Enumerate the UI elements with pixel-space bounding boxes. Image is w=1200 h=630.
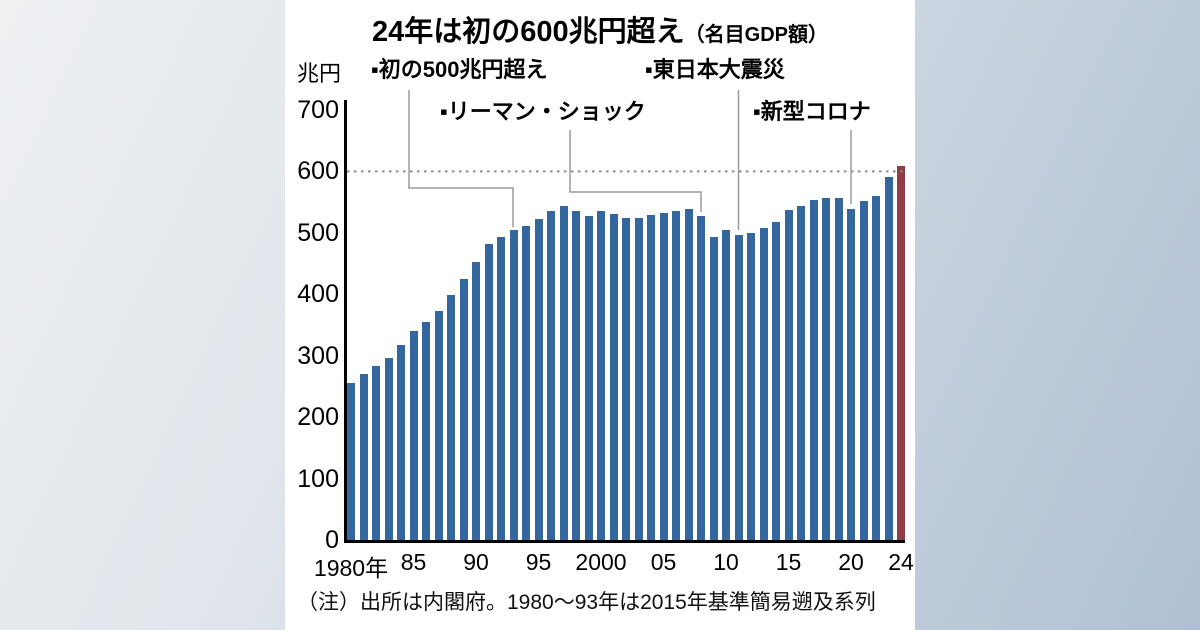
bar-2020 <box>847 209 855 540</box>
bar-2019 <box>834 198 843 540</box>
bar-1990 <box>472 262 480 540</box>
bar-2006 <box>672 211 680 540</box>
bar-2000 <box>597 211 605 540</box>
y-tick-300: 300 <box>297 341 339 370</box>
x-tick-05: 05 <box>650 549 677 575</box>
bar-2003 <box>634 218 643 540</box>
chart-title: 24年は初の600兆円超え（名目GDP額） <box>285 8 915 50</box>
x-tick-95: 95 <box>525 549 552 575</box>
y-tick-100: 100 <box>297 464 339 493</box>
x-tick-10: 10 <box>713 549 739 575</box>
x-axis-labels: 1980年 85 90 95 2000 05 10 15 20 24 <box>285 0 915 630</box>
bar-1994 <box>522 226 530 540</box>
bar-1983 <box>384 358 393 540</box>
source-note: （注）出所は内閣府。1980〜93年は2015年基準簡易遡及系列 <box>297 591 876 614</box>
bar-2001 <box>609 214 618 540</box>
bar-1997 <box>559 206 568 540</box>
bar-2008 <box>697 216 705 540</box>
y-axis-unit-label: 兆円 <box>297 61 342 86</box>
bar-2013 <box>759 228 768 540</box>
y-axis-labels: 0 100 200 300 400 500 600 700 <box>285 0 339 630</box>
plot-area <box>347 110 905 540</box>
bar-2015 <box>784 210 793 540</box>
bar-1980 <box>347 383 355 540</box>
y-tick-500: 500 <box>297 218 339 247</box>
bar-2022 <box>872 196 880 540</box>
bar-2014 <box>772 222 780 540</box>
bar-1999 <box>584 216 593 540</box>
gdp-bar-chart: 24年は初の600兆円超え（名目GDP額） 兆円 ▪初の500兆円超え ▪リーマ… <box>285 0 915 630</box>
bar-2012 <box>747 233 755 540</box>
bar-1986 <box>422 322 430 540</box>
bar-2018 <box>822 198 830 540</box>
chart-title-sub: （名目GDP額） <box>684 24 828 46</box>
bar-1993 <box>509 230 518 540</box>
y-tick-200: 200 <box>297 403 339 432</box>
bar-2005 <box>659 213 668 540</box>
chart-card: 24年は初の600兆円超え（名目GDP額） 兆円 ▪初の500兆円超え ▪リーマ… <box>285 0 915 630</box>
annotation-tohoku-earthquake: ▪東日本大震災 <box>645 57 785 82</box>
bar-1988 <box>447 295 455 540</box>
bar-1987 <box>434 311 443 540</box>
annotation-covid: ▪新型コロナ <box>753 99 871 124</box>
bar-2024 <box>897 166 905 540</box>
y-tick-600: 600 <box>297 157 339 186</box>
bar-1996 <box>547 211 555 540</box>
x-axis-line <box>344 540 905 543</box>
annotation-first-500-trillion: ▪初の500兆円超え <box>371 57 548 82</box>
y-tick-400: 400 <box>297 280 339 309</box>
bar-2017 <box>809 200 818 540</box>
bar-2007 <box>684 209 693 540</box>
bar-1985 <box>409 331 418 540</box>
x-tick-24: 24 <box>888 549 914 575</box>
bar-2010 <box>722 230 730 540</box>
x-tick-15: 15 <box>775 549 802 575</box>
bar-2011 <box>734 235 743 540</box>
x-tick-1980年: 1980年 <box>313 555 389 581</box>
bar-1982 <box>372 366 380 540</box>
x-tick-2000: 2000 <box>575 549 627 575</box>
bar-2004 <box>647 215 655 540</box>
chart-title-main: 24年は初の600兆円超え <box>372 16 685 48</box>
bar-1989 <box>459 279 468 540</box>
x-tick-85: 85 <box>400 549 427 575</box>
bar-2016 <box>797 206 805 540</box>
x-tick-20: 20 <box>838 549 864 575</box>
x-tick-90: 90 <box>463 549 489 575</box>
bar-1991 <box>484 244 493 540</box>
bar-2023 <box>884 177 893 540</box>
bar-2009 <box>709 237 718 540</box>
y-axis-line <box>344 100 347 543</box>
y-tick-0: 0 <box>325 526 339 554</box>
bar-2021 <box>859 201 868 540</box>
bar-1984 <box>397 345 405 540</box>
bar-1992 <box>497 237 505 540</box>
bar-1981 <box>359 374 368 540</box>
bar-2002 <box>622 218 630 540</box>
bar-1995 <box>534 219 543 540</box>
bar-1998 <box>572 211 580 540</box>
y-tick-700: 700 <box>297 96 339 124</box>
